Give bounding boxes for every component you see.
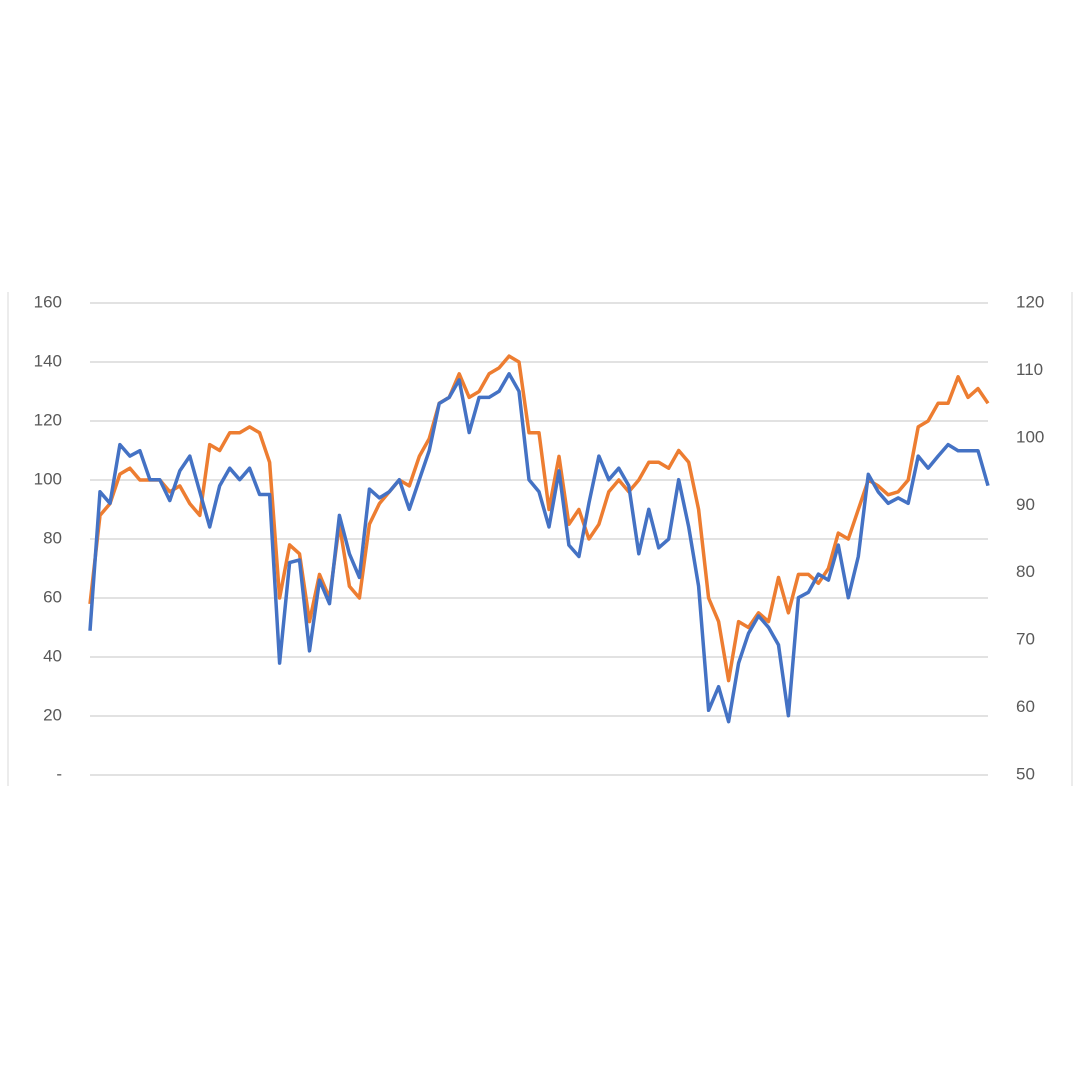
y-tick-label: 120 (34, 410, 62, 429)
y-tick-label: 160 (34, 292, 62, 311)
y2-tick-label: 60 (1016, 697, 1035, 716)
y2-tick-label: 110 (1016, 360, 1043, 379)
y-tick-label: - (56, 764, 62, 783)
y2-tick-label: 90 (1016, 495, 1035, 514)
y-tick-label: 60 (43, 587, 62, 606)
y-tick-label: 80 (43, 528, 62, 547)
y2-tick-label: 80 (1016, 562, 1035, 581)
y2-tick-label: 50 (1016, 764, 1035, 783)
y2-tick-label: 70 (1016, 630, 1035, 649)
y-tick-label: 140 (34, 351, 62, 370)
series-line (88, 354, 990, 683)
series-line (88, 372, 990, 724)
y-tick-label: 40 (43, 646, 62, 665)
y-tick-label: 100 (34, 469, 62, 488)
y-tick-label: 20 (43, 705, 62, 724)
y2-tick-label: 100 (1016, 427, 1044, 446)
y2-tick-label: 120 (1016, 292, 1044, 311)
